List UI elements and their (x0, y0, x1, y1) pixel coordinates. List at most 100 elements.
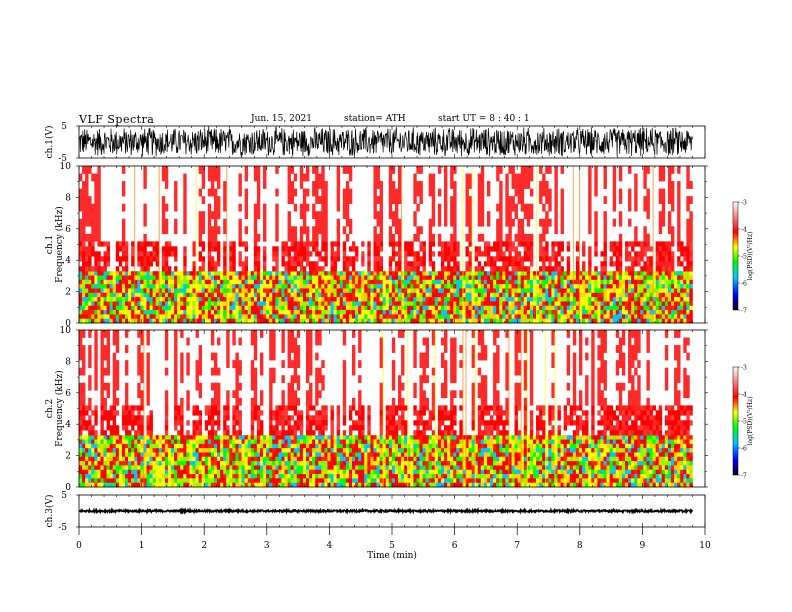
spectrogram-cell (82, 261, 86, 267)
spectrogram-cell (100, 266, 104, 272)
spectrogram-cell (79, 288, 83, 294)
spectrogram-cell (263, 301, 267, 307)
spectrogram-cell (465, 211, 469, 220)
spectrogram-cell (410, 271, 414, 276)
spectrogram-cell (333, 310, 337, 315)
spectrogram-cell (468, 279, 472, 285)
spectrogram-cell (143, 261, 147, 267)
spectrogram-cell (125, 474, 129, 479)
spectrogram-cell (140, 305, 144, 311)
spectrogram-cell (226, 318, 230, 324)
spectrogram-cell (358, 279, 362, 285)
spectrogram-cell (477, 284, 482, 289)
spectrogram-cell (490, 246, 494, 252)
spectrogram-cell (339, 318, 344, 324)
spectrogram-cell (287, 275, 291, 281)
spectrogram-cell (137, 352, 141, 361)
spectrogram-cell (275, 226, 279, 235)
spectrogram-cell (192, 452, 196, 458)
spectrogram-cell (686, 318, 690, 324)
spectrogram-cell (677, 275, 681, 281)
spectrogram-cell (358, 301, 362, 307)
spectrogram-cell (232, 284, 236, 289)
spectrogram-cell (440, 266, 445, 272)
spectrogram-cell (434, 310, 439, 315)
spectrogram-cell (511, 318, 515, 324)
spectrogram-cell (588, 166, 592, 174)
spectrogram-cell (345, 275, 350, 281)
spectrogram-cell (192, 284, 196, 289)
spectrogram-cell (177, 305, 181, 311)
spectrogram-cell (683, 284, 687, 289)
spectrogram-cell (618, 271, 623, 276)
spectrogram-cell (474, 266, 479, 272)
spectrogram-cell (566, 246, 571, 252)
spectrogram-cell (213, 266, 218, 272)
spectrogram-cell (554, 196, 558, 204)
spectrogram-cell (508, 166, 512, 174)
spectrogram-cell (465, 196, 469, 204)
spectrogram-cell (416, 226, 420, 235)
spectrogram-cell (557, 314, 561, 319)
spectrogram-cell (201, 305, 206, 311)
spectrogram-cell (82, 448, 86, 453)
spectrogram-cell (637, 256, 641, 262)
spectrogram-cell (625, 241, 629, 247)
spectrogram-cell (152, 482, 156, 488)
spectrogram-cell (385, 288, 390, 294)
spectrogram-cell (474, 318, 479, 324)
spectrogram-cell (161, 203, 166, 212)
spectrogram-cell (149, 415, 153, 421)
spectrogram-cell (318, 310, 322, 315)
spectrogram-cell (419, 275, 423, 281)
spectrogram-cell (618, 288, 623, 294)
spectrogram-cell (508, 218, 512, 227)
spectrogram-cell (621, 271, 626, 276)
spectrogram-cell (603, 233, 607, 242)
spectrogram-cell (85, 465, 89, 471)
spectrogram-cell (661, 196, 666, 204)
spectrogram-cell (312, 305, 316, 311)
spectrogram-cell (109, 478, 114, 483)
spectrogram-cell (186, 292, 190, 298)
spectrogram-cell (79, 337, 83, 346)
spectrogram-cell (407, 251, 411, 257)
spectrogram-cell (348, 246, 353, 252)
spectrogram-cell (97, 279, 101, 285)
spectrogram-cell (210, 297, 215, 302)
spectrogram-cell (407, 288, 411, 294)
spectrogram-cell (128, 439, 132, 445)
spectrogram-cell (94, 375, 98, 384)
spectrogram-cell (532, 314, 537, 319)
spectrogram-cell (125, 469, 129, 475)
spectrogram-cell (542, 314, 546, 319)
spectrogram-cell (413, 297, 417, 302)
spectrogram-cell (164, 251, 169, 257)
spectrogram-cell (140, 301, 144, 307)
spectrogram-cell (79, 439, 83, 445)
spectrogram-cell (514, 271, 518, 276)
spectrogram-cell (373, 261, 377, 267)
spectrogram-cell (453, 275, 457, 281)
spectrogram-cell (284, 241, 288, 247)
spectrogram-cell (210, 410, 215, 416)
spectrogram-cell (275, 301, 279, 307)
spectrogram-cell (293, 275, 298, 281)
spectrogram-cell (263, 310, 267, 315)
spectrogram-cell (158, 478, 163, 483)
spectrogram-cell (238, 218, 242, 227)
spectrogram-cell (115, 461, 120, 466)
spectrogram-cell (511, 310, 515, 315)
spectrogram-cell (91, 425, 95, 431)
spectrogram-cell (483, 288, 488, 294)
spectrogram-cell (578, 297, 583, 302)
spectrogram-cell (615, 297, 620, 302)
spectrogram-cell (545, 271, 549, 276)
spectrogram-cell (256, 318, 261, 324)
spectrogram-cell (370, 279, 374, 285)
spectrogram-cell (618, 314, 623, 319)
spectrogram-cell (437, 292, 442, 298)
spectrogram-cell (256, 246, 261, 252)
spectrogram-cell (646, 292, 650, 298)
spectrogram-cell (634, 284, 638, 289)
